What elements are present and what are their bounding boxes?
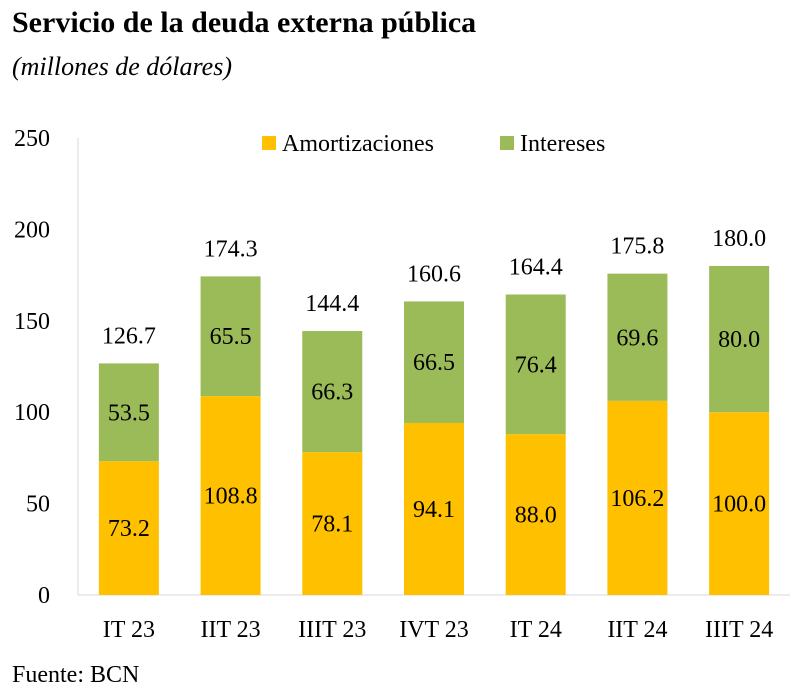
x-tick-label: IIT 23 [200,617,260,643]
bar-segment-intereses [607,273,668,401]
total-label: 180.0 [712,226,766,252]
x-tick-label: IT 24 [510,617,562,643]
source-note: Fuente: BCN [12,662,140,688]
legend-swatch-amortizaciones [262,136,276,150]
data-label: 53.5 [108,400,150,426]
bar-segment-amortizaciones [404,422,464,595]
y-tick-label: 100 [14,400,50,426]
bar-segment-amortizaciones [200,396,261,595]
data-label: 73.2 [108,516,150,542]
total-label: 160.6 [407,261,461,287]
y-tick-label: 0 [38,583,50,609]
data-label: 80.0 [718,327,760,353]
bar-segment-intereses [200,276,261,397]
legend-label-amortizaciones: Amortizaciones [282,131,434,157]
bar-segment-intereses [302,331,363,453]
data-label: 76.4 [515,352,557,378]
data-label: 106.2 [610,486,664,512]
total-label: 144.4 [305,291,359,317]
stacked-bar-chart: 0 50 100 150 200 250 73.2 53.5 126.7 IT 23 108.8 65… [14,126,790,643]
bar-segment-intereses [709,265,770,413]
bar-segment-amortizaciones [607,400,668,595]
legend-label-intereses: Intereses [520,131,605,157]
data-label: 108.8 [204,484,258,510]
data-label: 66.5 [413,350,455,376]
y-tick-label: 150 [14,309,50,335]
bar-segment-amortizaciones [505,434,566,595]
bar-segment-intereses [404,301,464,423]
bar-segment-amortizaciones [98,461,159,595]
legend-swatch-intereses [500,136,514,150]
x-tick-label: IT 23 [103,617,155,643]
x-tick-label: IIT 24 [607,617,667,643]
data-label: 65.5 [210,324,252,350]
total-label: 174.3 [204,236,258,262]
total-label: 175.8 [610,234,664,260]
data-label: 88.0 [515,503,557,529]
total-label: 164.4 [509,254,563,280]
y-tick-label: 50 [26,492,50,518]
x-tick-label: IIIT 24 [705,617,773,643]
y-tick-label: 250 [14,126,50,152]
bar-segment-amortizaciones [302,452,363,595]
data-label: 78.1 [311,512,353,538]
data-label: 94.1 [413,497,455,523]
bar-segment-amortizaciones [709,412,770,595]
x-tick-label: IIIT 23 [298,617,366,643]
data-label: 69.6 [616,325,658,351]
bar-segment-intereses [505,294,566,435]
data-label: 66.3 [311,380,353,406]
y-tick-label: 200 [14,217,50,243]
chart-title: Servicio de la deuda externa pública [12,6,477,39]
bar-segment-intereses [98,363,159,462]
chart-subtitle: (millones de dólares) [12,52,232,81]
x-tick-label: IVT 23 [399,617,469,643]
total-label: 126.7 [102,323,156,349]
data-label: 100.0 [712,492,766,518]
